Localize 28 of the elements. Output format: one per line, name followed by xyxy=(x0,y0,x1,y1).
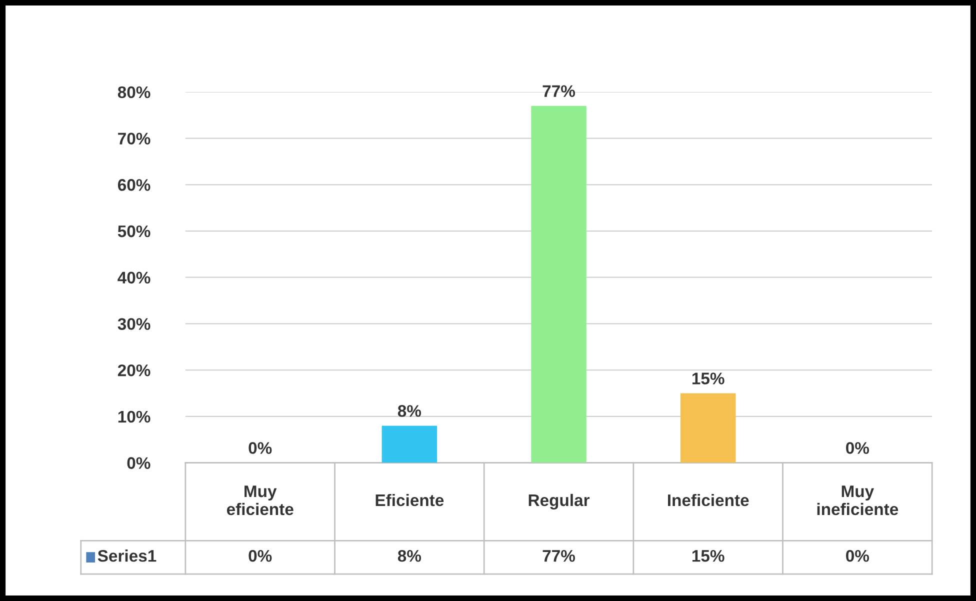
bar xyxy=(531,106,586,463)
y-tick-label: 70% xyxy=(118,132,150,145)
data-label: 0% xyxy=(846,550,870,562)
data-label: 77% xyxy=(542,550,575,562)
text: 0% xyxy=(846,442,870,454)
x-tick-label: Regular xyxy=(528,494,590,510)
text: 8% xyxy=(398,405,422,417)
data-label: 15% xyxy=(692,550,724,562)
y-tick-label: 40% xyxy=(118,272,150,284)
text: 77% xyxy=(542,85,575,97)
bar xyxy=(680,393,736,463)
y-tick-label: 0% xyxy=(127,457,150,469)
text: Series1 xyxy=(98,550,156,562)
y-tick-label: 10% xyxy=(118,410,150,423)
y-tick-label: 30% xyxy=(118,318,150,330)
bar xyxy=(382,426,438,463)
y-tick-label: 50% xyxy=(118,225,150,238)
y-tick-label: 60% xyxy=(118,179,150,191)
x-tick-label: Muy ineficiente xyxy=(817,486,898,516)
data-label: 8% xyxy=(398,550,422,562)
y-tick-label: 80% xyxy=(118,86,150,98)
x-tick-label: Muy eficiente xyxy=(226,486,294,516)
text: 15% xyxy=(692,372,724,384)
x-tick-label: Ineficiente xyxy=(668,494,749,506)
x-tick-label: Eficiente xyxy=(376,494,444,506)
text: 0% xyxy=(248,442,272,454)
data-label: 0% xyxy=(248,550,272,562)
y-tick-label: 20% xyxy=(118,364,150,376)
